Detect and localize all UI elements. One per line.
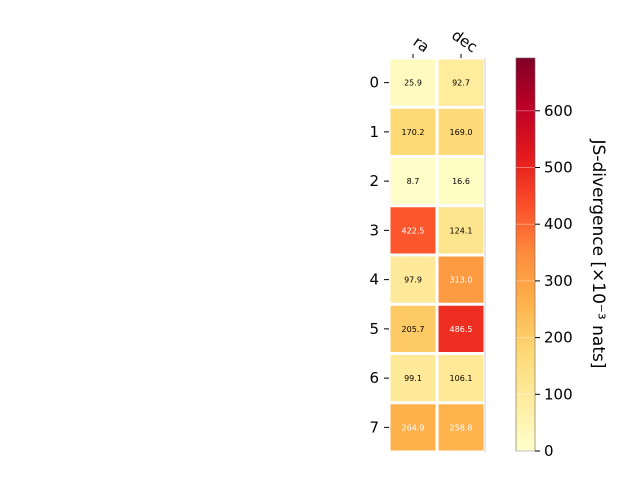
colorbar-tick-label: 500 [544,158,573,176]
row-label: 0 [369,74,379,92]
cell-value-label: 205.7 [402,325,425,334]
colorbar-title: JS-divergence [×10⁻³ nats] [588,139,608,369]
heatmap-cell [438,158,484,205]
heatmap-cell [390,305,436,352]
heatmap-cell [438,207,484,254]
heatmap-cell [390,108,436,155]
colorbar-tick-label: 100 [544,385,573,403]
heatmap-cell [390,355,436,402]
column-label: ra [410,33,433,57]
row-label: 7 [369,418,379,436]
cell-value-label: 25.9 [404,79,422,88]
cell-value-label: 170.2 [402,128,425,137]
colorbar-tick-label: 600 [544,102,573,120]
cell-value-label: 313.0 [450,276,473,285]
heatmap-grid: 25.9 92.7 170.2 169.0 8.7 16.6 422.5 124.1 97.9 3… [390,58,486,452]
cell-value-label: 264.9 [402,423,425,432]
row-label: 5 [369,320,379,338]
colorbar-tick-label: 0 [544,442,554,460]
cell-value-label: 422.5 [402,226,425,235]
cell-value-label: 106.1 [450,374,473,383]
cell-value-label: 486.5 [450,325,473,334]
colorbar: 0 100 200 300 400 500 600 [515,57,573,460]
row-label: 3 [369,221,379,239]
row-labels: 0 1 2 3 4 5 6 7 [369,74,389,436]
heatmap-cell [390,158,436,205]
cell-value-label: 169.0 [450,128,473,137]
row-label: 6 [369,369,379,387]
cell-value-label: 97.9 [404,276,422,285]
cell-value-label: 124.1 [450,226,473,235]
cell-value-label: 92.7 [452,79,470,88]
column-label: dec [448,26,480,56]
row-label: 1 [369,123,379,141]
row-label: 2 [369,172,379,190]
row-label: 4 [369,271,379,289]
heatmap-cell [390,207,436,254]
cell-value-label: 258.8 [450,423,473,432]
colorbar-gradient [515,57,536,452]
colorbar-tick-label: 200 [544,329,573,347]
heatmap-cell [438,59,484,106]
cell-value-label: 99.1 [404,374,422,383]
heatmap-cell [390,256,436,303]
heatmap-cell [438,305,484,352]
heatmap-cell [438,108,484,155]
heatmap-cell [438,256,484,303]
cell-value-label: 16.6 [452,177,470,186]
heatmap-cell [438,355,484,402]
cell-value-label: 8.7 [407,177,420,186]
column-labels: ra dec [410,26,481,58]
colorbar-tick-label: 400 [544,215,573,233]
heatmap-cell [390,404,436,451]
heatmap-cell [438,404,484,451]
colorbar-tick-label: 300 [544,272,573,290]
heatmap-cell [390,59,436,106]
